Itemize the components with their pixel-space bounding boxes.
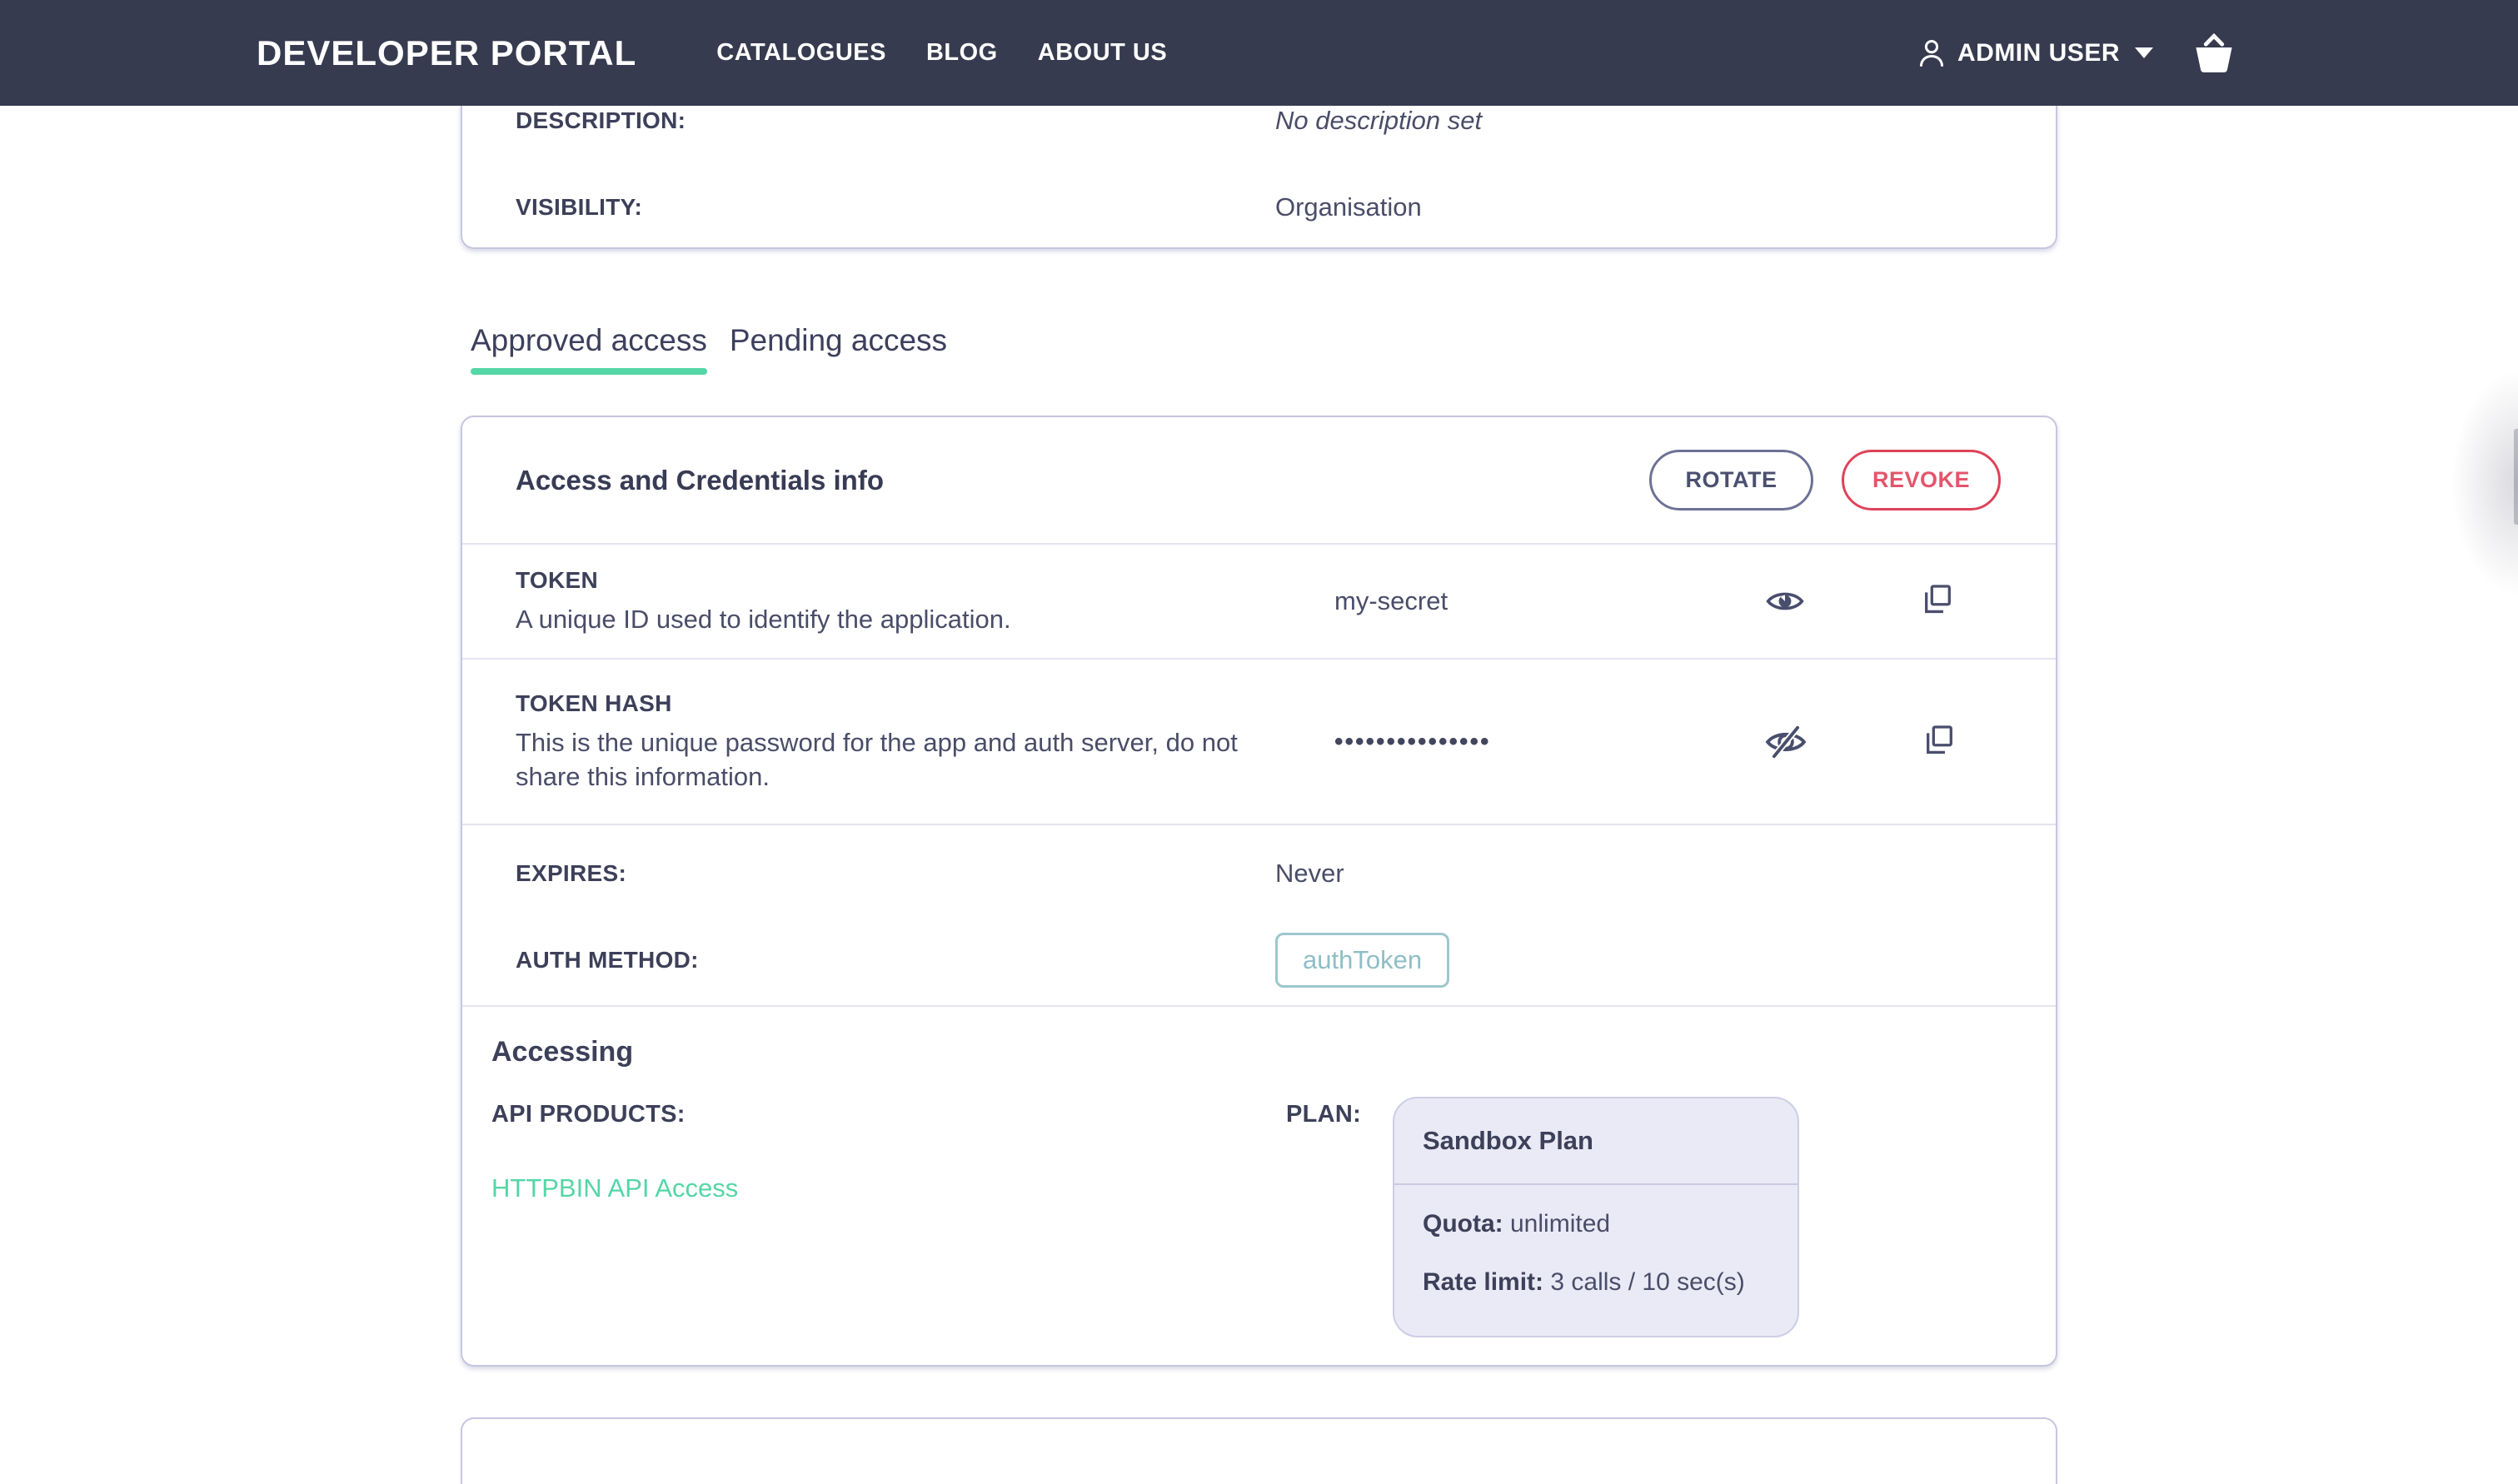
eye-slash-icon <box>1765 721 1807 763</box>
plan-label: PLAN: <box>1286 1101 1362 1128</box>
navbar-right: ADMIN USER <box>1914 32 2236 74</box>
plan-quota-label: Quota: <box>1423 1210 1503 1237</box>
plan-name: Sandbox Plan <box>1394 1098 1798 1185</box>
description-value: No description set <box>1275 106 1483 135</box>
token-description: A unique ID used to identify the applica… <box>516 604 1011 634</box>
copy-icon <box>1922 584 1952 619</box>
revoke-button[interactable]: REVOKE <box>1842 450 2001 510</box>
accessing-section: Accessing API PRODUCTS: PLAN: HTTPBIN AP… <box>462 1007 2056 1368</box>
token-hash-text: TOKEN HASH This is the unique password f… <box>516 690 1334 794</box>
plan-card: Sandbox Plan Quota: unlimited Rate limit… <box>1393 1097 1799 1337</box>
app-details-card: DESCRIPTION: No description set VISIBILI… <box>461 104 2057 249</box>
token-label: TOKEN <box>516 566 598 593</box>
credentials-title: Access and Credentials info <box>516 464 884 495</box>
token-row: TOKEN A unique ID used to identify the a… <box>462 545 2056 660</box>
nav-item-blog[interactable]: BLOG <box>925 39 998 66</box>
credentials-card: Access and Credentials info ROTATE REVOK… <box>461 416 2057 1367</box>
user-menu-label: ADMIN USER <box>1957 38 2120 67</box>
auth-method-label: AUTH METHOD: <box>516 947 699 973</box>
visibility-row: VISIBILITY: Organisation <box>516 192 2002 222</box>
plan-quota-line: Quota: unlimited <box>1423 1212 1769 1237</box>
rotate-button[interactable]: ROTATE <box>1649 450 1813 510</box>
api-products-label: API PRODUCTS: <box>491 1101 686 1128</box>
hide-token-hash-button[interactable] <box>1765 721 1807 763</box>
tab-pending-access[interactable]: Pending access <box>729 323 948 357</box>
expires-value: Never <box>1275 859 1344 888</box>
description-label: DESCRIPTION: <box>516 107 686 133</box>
expires-row: EXPIRES: Never <box>516 859 2002 889</box>
token-hash-row: TOKEN HASH This is the unique password f… <box>462 660 2056 825</box>
credentials-header: Access and Credentials info ROTATE REVOK… <box>462 417 2056 545</box>
visibility-label: VISIBILITY: <box>516 194 643 220</box>
auth-method-row: AUTH METHOD: authToken <box>516 933 2002 988</box>
top-navbar: DEVELOPER PORTAL CATALOGUES BLOG ABOUT U… <box>0 0 2518 106</box>
plan-rate-label: Rate limit: <box>1423 1268 1544 1296</box>
plan-rate-line: Rate limit: 3 calls / 10 sec(s) <box>1423 1270 1769 1295</box>
right-edge-handle <box>2514 429 2518 525</box>
accessing-title: Accessing <box>491 1036 634 1068</box>
copy-icon <box>1923 725 1953 759</box>
brand-logo[interactable]: DEVELOPER PORTAL <box>257 32 637 72</box>
caret-down-icon <box>2135 47 2153 58</box>
api-product-link[interactable]: HTTPBIN API Access <box>491 1173 739 1203</box>
token-hash-label: TOKEN HASH <box>516 690 672 716</box>
user-menu-dropdown[interactable]: ADMIN USER <box>1914 36 2153 71</box>
auth-method-badge: authToken <box>1275 933 1450 988</box>
basket-icon <box>2191 32 2236 74</box>
plan-details: Quota: unlimited Rate limit: 3 calls / 1… <box>1394 1185 1798 1295</box>
basket-button[interactable] <box>2191 32 2236 74</box>
show-token-button[interactable] <box>1765 588 1805 615</box>
plan-quota-value: unlimited <box>1510 1210 1611 1237</box>
token-text: TOKEN A unique ID used to identify the a… <box>516 567 1334 636</box>
copy-token-button[interactable] <box>1922 584 1952 619</box>
description-row: DESCRIPTION: No description set <box>516 106 2002 136</box>
expires-label: EXPIRES: <box>516 860 627 886</box>
plan-rate-value: 3 calls / 10 sec(s) <box>1550 1268 1745 1296</box>
credentials-actions: ROTATE REVOKE <box>1649 450 2001 510</box>
token-hash-actions <box>1765 721 2002 763</box>
nav-item-about-us[interactable]: ABOUT US <box>1037 39 1168 66</box>
copy-token-hash-button[interactable] <box>1923 725 1953 759</box>
right-edge-shadow <box>2451 371 2518 595</box>
next-card-partial <box>461 1417 2057 1484</box>
token-hash-description: This is the unique password for the app … <box>516 727 1238 791</box>
nav-item-catalogues[interactable]: CATALOGUES <box>716 39 886 66</box>
token-actions <box>1765 584 2002 619</box>
access-tabs: Approved access Pending access <box>471 323 947 375</box>
eye-icon <box>1765 588 1805 615</box>
nav-links: CATALOGUES BLOG ABOUT US <box>716 39 1167 67</box>
token-meta-block: EXPIRES: Never AUTH METHOD: authToken <box>462 825 2056 1007</box>
tab-approved-access[interactable]: Approved access <box>471 323 707 375</box>
token-value: my-secret <box>1334 586 1448 615</box>
visibility-value: Organisation <box>1275 192 1422 222</box>
user-icon <box>1914 36 1949 71</box>
token-hash-value: ••••••••••••••• <box>1334 727 1491 755</box>
